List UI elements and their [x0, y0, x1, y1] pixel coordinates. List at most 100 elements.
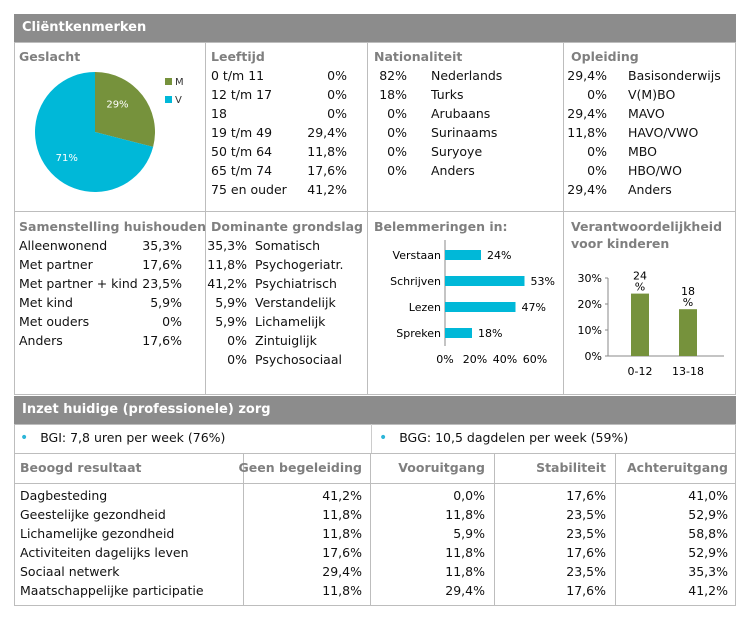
pie-label-v: 71%: [56, 153, 78, 164]
resultaat-cell: 29,4%: [445, 583, 485, 598]
nationaliteit-label: Arubaans: [431, 106, 491, 121]
belemmeringen-bar-chart: Verstaan 24% Schrijven 53% Lezen 47% Spreken 18…: [390, 240, 555, 366]
resultaat-cell: 17,6%: [322, 545, 362, 560]
resultaat-cell: 17,6%: [566, 545, 606, 560]
huishouden-label: Met partner: [19, 257, 93, 272]
legend-swatch-m: [165, 78, 172, 85]
resultaat-cell: 58,8%: [688, 526, 728, 541]
leeftijd-value: 0%: [327, 68, 347, 83]
grondslag-label: Verstandelijk: [255, 295, 336, 310]
opleiding-label: V(M)BO: [628, 87, 676, 102]
hbar-value-label: 24%: [487, 249, 511, 262]
belemmeringen-title: Belemmeringen in:: [374, 219, 508, 234]
leeftijd-label: 18: [211, 106, 227, 121]
grondslag-label: Zintuiglijk: [255, 333, 317, 348]
resultaat-cell: 41,0%: [688, 488, 728, 503]
hbar-bar: [445, 328, 472, 338]
huishouden-label: Met partner + kind: [19, 276, 138, 291]
huishouden-value: 17,6%: [142, 257, 182, 272]
resultaat-header-2: Vooruitgang: [398, 460, 485, 475]
opleiding-label: Basisonderwijs: [628, 68, 721, 83]
grondslag-value: 0%: [227, 352, 247, 367]
opleiding-label: HBO/WO: [628, 163, 683, 178]
opleiding-value: 0%: [587, 87, 607, 102]
grondslag-label: Psychiatrisch: [255, 276, 337, 291]
pie-slice-v: [35, 72, 154, 192]
nationaliteit-label: Anders: [431, 163, 475, 178]
resultaat-cell: 23,5%: [566, 507, 606, 522]
opleiding-value: 29,4%: [567, 182, 607, 197]
legend-label-v: V: [175, 95, 182, 106]
nationaliteit-label: Nederlands: [431, 68, 503, 83]
leeftijd-value: 29,4%: [307, 125, 347, 140]
huishouden-value: 23,5%: [142, 276, 182, 291]
resultaat-header-3: Stabiliteit: [536, 460, 606, 475]
legend-label-m: M: [175, 77, 184, 88]
resultaat-row-label: Maatschappelijke participatie: [20, 583, 204, 598]
resultaat-header-4: Achteruitgang: [627, 460, 728, 475]
resultaat-row-label: Sociaal netwerk: [20, 564, 120, 579]
resultaat-cell: 41,2%: [688, 583, 728, 598]
resultaat-cell: 11,8%: [322, 526, 362, 541]
opleiding-title: Opleiding: [571, 49, 639, 64]
grondslag-value: 41,2%: [207, 276, 247, 291]
pie-label-m: 29%: [106, 99, 128, 110]
huishouden-title: Samenstelling huishouden: [19, 219, 207, 234]
huishouden-value: 5,9%: [150, 295, 182, 310]
vbar-tick-label: 30%: [578, 272, 602, 285]
grondslag-label: Psychosociaal: [255, 352, 342, 367]
nationaliteit-value: 18%: [379, 87, 407, 102]
vbar-tick-label: 10%: [578, 324, 602, 337]
resultaat-row-label: Geestelijke gezondheid: [20, 507, 166, 522]
grondslag-label: Lichamelijk: [255, 314, 326, 329]
resultaat-cell: 23,5%: [566, 526, 606, 541]
hbar-bar: [445, 250, 481, 260]
opleiding-value: 11,8%: [567, 125, 607, 140]
resultaat-cell: 11,8%: [322, 507, 362, 522]
huishouden-value: 17,6%: [142, 333, 182, 348]
resultaat-cell: 5,9%: [453, 526, 485, 541]
huishouden-label: Alleenwonend: [19, 238, 108, 253]
leeftijd-label: 65 t/m 74: [211, 163, 273, 178]
resultaat-cell: 11,8%: [445, 507, 485, 522]
hbar-tick-label: 20%: [463, 353, 487, 366]
resultaat-cell: 41,2%: [322, 488, 362, 503]
resultaat-row-label: Activiteiten dagelijks leven: [20, 545, 189, 560]
leeftijd-label: 12 t/m 17: [211, 87, 273, 102]
legend-swatch-v: [165, 96, 172, 103]
nationaliteit-value: 0%: [387, 163, 407, 178]
huishouden-value: 0%: [162, 314, 182, 329]
opleiding-label: MAVO: [628, 106, 665, 121]
nationaliteit-value: 0%: [387, 125, 407, 140]
bgg-line: • BGG: 10,5 dagdelen per week (59%): [379, 430, 628, 446]
hbar-value-label: 18%: [478, 327, 502, 340]
huishouden-label: Met ouders: [19, 314, 90, 329]
resultaat-row-label: Dagbesteding: [20, 488, 108, 503]
hbar-bar: [445, 276, 525, 286]
leeftijd-value: 41,2%: [307, 182, 347, 197]
bgi-text: BGI: 7,8 uren per week (76%): [40, 430, 226, 445]
resultaat-cell: 11,8%: [445, 545, 485, 560]
grondslag-value: 0%: [227, 333, 247, 348]
huishouden-value: 35,3%: [142, 238, 182, 253]
resultaat-cell: 23,5%: [566, 564, 606, 579]
resultaat-cell: 52,9%: [688, 545, 728, 560]
resultaat-cell: 11,8%: [322, 583, 362, 598]
hbar-value-label: 53%: [531, 275, 555, 288]
leeftijd-label: 0 t/m 11: [211, 68, 265, 83]
leeftijd-title: Leeftijd: [211, 49, 265, 64]
hbar-category-label: Verstaan: [393, 249, 441, 262]
opleiding-value: 0%: [587, 163, 607, 178]
opleiding-value: 0%: [587, 144, 607, 159]
grondslag-value: 35,3%: [207, 238, 247, 253]
kinderen-bar-chart: 0% 10% 20% 30% 24 % 0-12 18 % 13-18: [578, 270, 724, 378]
nationaliteit-value: 82%: [379, 68, 407, 83]
pie-slice-m: [95, 72, 155, 147]
grondslag-value: 5,9%: [215, 314, 247, 329]
hbar-category-label: Spreken: [396, 327, 441, 340]
grondslag-label: Somatisch: [255, 238, 321, 253]
resultaat-header-0: Beoogd resultaat: [20, 460, 142, 475]
resultaat-header-1: Geen begeleiding: [238, 460, 362, 475]
opleiding-value: 29,4%: [567, 68, 607, 83]
leeftijd-value: 17,6%: [307, 163, 347, 178]
